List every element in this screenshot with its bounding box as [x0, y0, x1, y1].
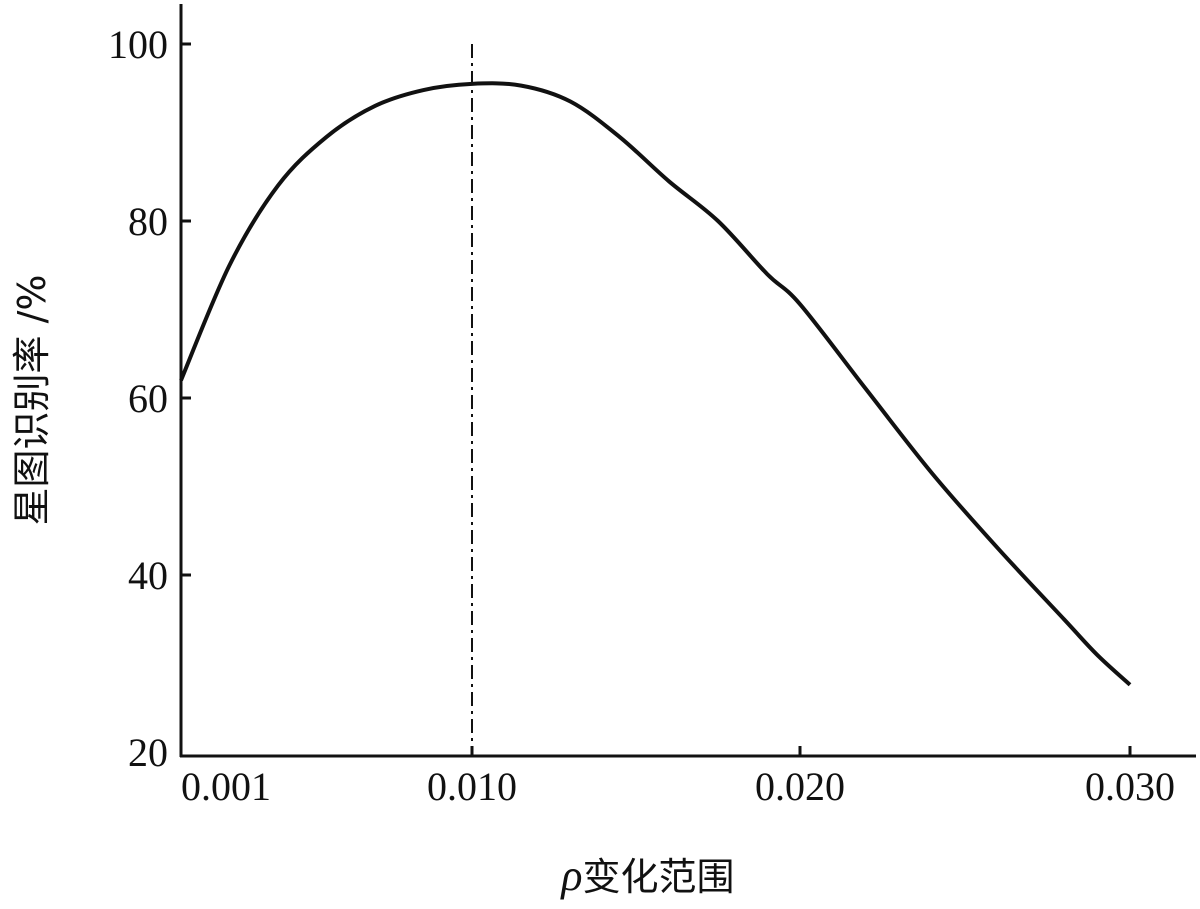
x-tick-label: 0.020 [755, 764, 845, 809]
series-line [179, 81, 1132, 687]
x-tick-label: 0.001 [181, 764, 271, 809]
x-axis-label: ρ变化范围 [559, 851, 734, 900]
y-tick-label: 40 [128, 553, 168, 598]
x-axis-label-text: 变化范围 [583, 855, 735, 899]
x-tick-label: 0.010 [427, 764, 517, 809]
x-tick-label: 0.030 [1085, 764, 1175, 809]
y-axis-label: 星图识别率 /% [10, 275, 54, 526]
y-tick-label: 100 [108, 22, 168, 67]
y-tick-label: 20 [128, 730, 168, 775]
rho-symbol: ρ [559, 851, 582, 900]
y-tick-label: 80 [128, 199, 168, 244]
y-tick-label: 60 [128, 376, 168, 421]
